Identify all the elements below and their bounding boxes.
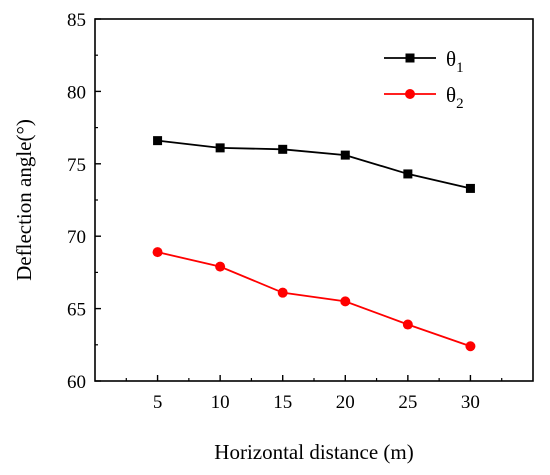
y-tick-label: 80 xyxy=(67,82,86,103)
data-point xyxy=(465,183,475,193)
x-tick-label: 20 xyxy=(336,392,355,413)
y-tick-label: 70 xyxy=(67,227,86,248)
data-point xyxy=(403,169,413,179)
legend-marker xyxy=(405,53,415,63)
legend-marker xyxy=(405,89,415,99)
data-point xyxy=(153,136,163,146)
x-tick-label: 30 xyxy=(461,392,480,413)
plot-frame xyxy=(94,18,534,382)
y-tick-label: 75 xyxy=(67,155,86,176)
data-point xyxy=(402,319,413,330)
data-point xyxy=(215,143,225,153)
x-tick-label: 10 xyxy=(211,392,230,413)
series-line-2 xyxy=(157,251,471,348)
y-axis-title: Deflection angle(°) xyxy=(12,119,36,281)
legend-label: θ1 xyxy=(446,47,464,76)
series-layer xyxy=(152,136,476,352)
y-tick-label: 65 xyxy=(67,300,86,321)
legend-label: θ2 xyxy=(446,83,464,112)
x-axis-title: Horizontal distance (m) xyxy=(214,440,413,464)
y-axis-ticks: 60 65 70 75 80 85 xyxy=(67,10,101,393)
data-point xyxy=(215,261,226,272)
data-point xyxy=(277,287,288,298)
data-point xyxy=(340,150,350,160)
series-line-1 xyxy=(157,139,471,190)
x-tick-label: 5 xyxy=(153,392,163,413)
y-tick-label: 85 xyxy=(67,10,86,31)
x-tick-label: 25 xyxy=(398,392,417,413)
data-point xyxy=(340,296,351,307)
y-tick-label: 60 xyxy=(67,372,86,393)
data-point xyxy=(152,247,163,258)
x-axis-ticks: 5 10 15 20 25 30 xyxy=(125,375,503,413)
data-point xyxy=(465,341,476,352)
data-point xyxy=(278,144,288,154)
x-tick-label: 15 xyxy=(273,392,292,413)
